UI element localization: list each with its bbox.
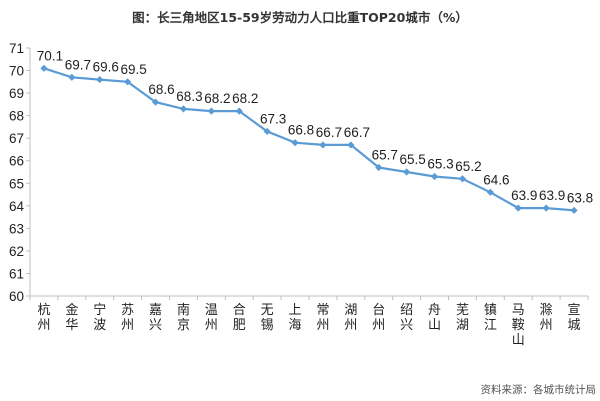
x-category-label: 舟山 bbox=[428, 303, 441, 333]
y-tick-label: 61 bbox=[9, 266, 24, 281]
data-point bbox=[375, 163, 383, 172]
data-point bbox=[319, 141, 327, 149]
x-category-label: 温州 bbox=[205, 303, 218, 333]
data-label: 65.5 bbox=[400, 152, 426, 167]
y-tick-label: 65 bbox=[9, 176, 24, 191]
x-category-label: 镇江 bbox=[484, 303, 497, 333]
data-point bbox=[542, 204, 550, 212]
data-point bbox=[124, 78, 132, 86]
data-point bbox=[347, 141, 355, 149]
series-line bbox=[40, 64, 578, 214]
x-category-label: 马鞍山 bbox=[512, 303, 525, 348]
source-note: 资料来源：各城市统计局 bbox=[481, 383, 597, 396]
axes bbox=[26, 47, 589, 300]
x-category-label: 上海 bbox=[289, 303, 302, 333]
y-tick-label: 60 bbox=[9, 289, 24, 304]
y-tick-label: 69 bbox=[9, 86, 24, 101]
x-category-label: 湖州 bbox=[344, 303, 357, 333]
x-category-label: 合肥 bbox=[233, 303, 246, 333]
data-label: 65.7 bbox=[372, 147, 398, 162]
x-category-label: 南京 bbox=[177, 302, 190, 333]
data-point bbox=[291, 139, 299, 147]
data-point bbox=[235, 107, 243, 115]
data-point bbox=[430, 172, 439, 181]
x-category-label: 芜湖 bbox=[456, 303, 469, 333]
data-label: 63.8 bbox=[567, 190, 593, 205]
data-point bbox=[458, 175, 467, 183]
data-point bbox=[263, 127, 271, 136]
x-category-label: 台州 bbox=[372, 303, 385, 333]
y-tick-label: 67 bbox=[9, 131, 24, 146]
y-tick-label: 62 bbox=[9, 244, 24, 259]
x-category-label: 绍兴 bbox=[400, 303, 413, 333]
y-tick-label: 64 bbox=[9, 199, 25, 214]
data-label: 63.9 bbox=[539, 188, 565, 203]
data-point bbox=[179, 105, 188, 113]
data-label: 65.3 bbox=[427, 157, 453, 172]
data-label: 66.7 bbox=[344, 125, 370, 140]
data-label: 69.6 bbox=[93, 60, 119, 75]
x-category-label: 宣城 bbox=[568, 302, 581, 333]
y-tick-label: 66 bbox=[9, 154, 24, 169]
x-category-label: 杭州 bbox=[37, 303, 50, 333]
data-label: 65.2 bbox=[455, 159, 481, 174]
data-label: 68.2 bbox=[204, 91, 230, 106]
data-point bbox=[207, 107, 215, 115]
chart-title: 图：长三角地区15-59岁劳动力人口比重TOP20城市（%） bbox=[132, 10, 468, 25]
data-label: 66.8 bbox=[288, 123, 314, 138]
data-label: 69.7 bbox=[65, 57, 91, 72]
x-category-label: 苏州 bbox=[121, 302, 134, 333]
data-point bbox=[514, 204, 522, 212]
data-label: 69.5 bbox=[121, 62, 147, 77]
data-label: 66.7 bbox=[316, 125, 342, 140]
data-label: 67.3 bbox=[260, 111, 286, 126]
y-tick-label: 68 bbox=[9, 109, 24, 124]
data-label: 64.6 bbox=[483, 172, 509, 187]
x-category-label: 金华 bbox=[65, 302, 78, 333]
x-category-label: 宁波 bbox=[93, 302, 106, 333]
data-label: 68.2 bbox=[232, 91, 258, 106]
series-polyline bbox=[43, 67, 575, 212]
data-point bbox=[96, 75, 104, 84]
x-category-label: 常州 bbox=[316, 303, 329, 333]
data-label: 68.6 bbox=[148, 82, 174, 97]
data-point bbox=[403, 168, 411, 176]
x-category-label: 嘉兴 bbox=[149, 303, 162, 333]
y-tick-label: 63 bbox=[9, 221, 24, 236]
data-point bbox=[486, 188, 494, 196]
data-label: 63.9 bbox=[511, 188, 537, 203]
data-label: 68.3 bbox=[176, 89, 202, 104]
x-category-label: 无锡 bbox=[261, 303, 274, 333]
y-tick-labels: 60 61 62 63 64 65 66 67 68 69 70 71 bbox=[9, 41, 25, 304]
data-labels: 70.169.7 69.6 69.568.6 68.3 68.2 68.267.366.8… bbox=[37, 48, 593, 205]
data-point bbox=[68, 73, 76, 81]
data-point bbox=[151, 98, 160, 106]
x-category-label: 滁州 bbox=[540, 302, 553, 333]
data-label: 70.1 bbox=[37, 48, 63, 63]
y-tick-label: 70 bbox=[9, 64, 24, 79]
y-tick-label: 71 bbox=[9, 41, 24, 56]
data-point bbox=[40, 64, 48, 72]
data-point bbox=[570, 206, 578, 214]
